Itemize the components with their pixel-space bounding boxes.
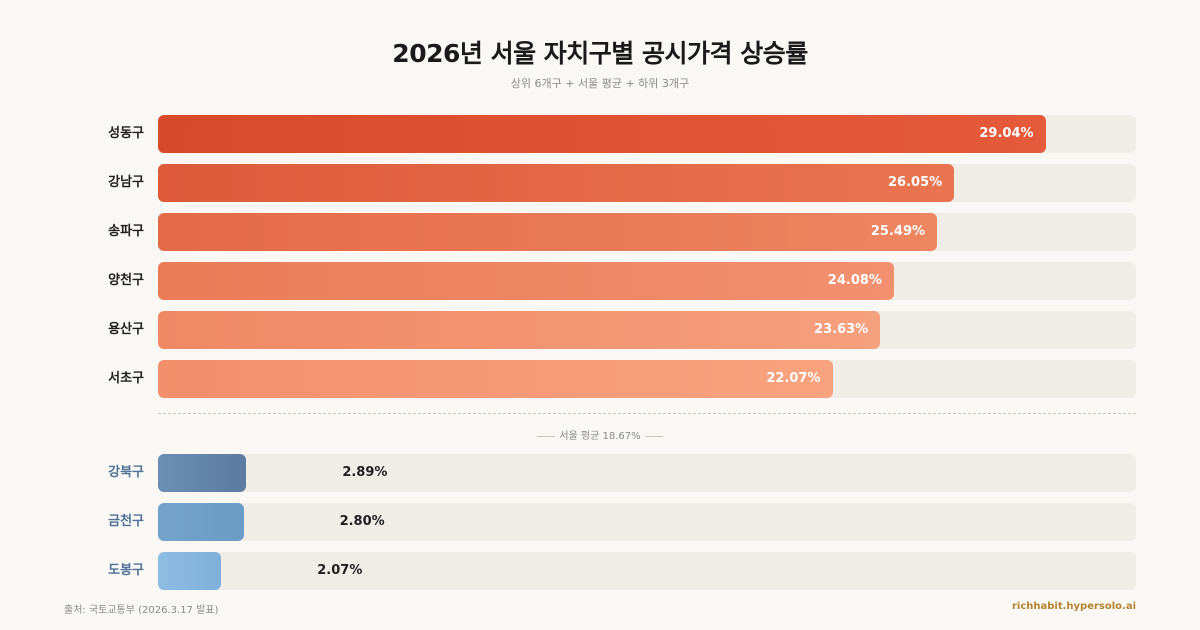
average-label-text: 서울 평균 18.67% [559, 431, 641, 442]
bar [158, 164, 955, 202]
bar [158, 213, 938, 251]
bar-track: 2.89% [158, 454, 1136, 492]
category-label: 송파구 [108, 224, 144, 239]
category-label: 성동구 [108, 126, 144, 141]
bar-track: 24.08% [158, 262, 1136, 300]
chart-subtitle: 상위 6개구 + 서울 평균 + 하위 3개구 [510, 77, 690, 90]
bar-value-label: 29.04% [979, 126, 1034, 141]
bar-value-label: 25.49% [870, 224, 926, 239]
bar [158, 552, 222, 590]
bar-value-label: 2.89% [342, 465, 388, 480]
average-label: 서울 평균 18.67% [0, 427, 1200, 442]
bar-value-label: 23.63% [814, 322, 869, 337]
chart-title: 2026년 서울 자치구별 공시가격 상승률 [392, 39, 808, 68]
average-divider [158, 413, 1136, 414]
category-label: 금천구 [108, 514, 144, 529]
bar [158, 262, 894, 300]
category-label: 도봉구 [108, 563, 144, 578]
bar-track: 25.49% [158, 213, 1136, 251]
brand-link[interactable]: richhabit.hypersolo.ai [1011, 601, 1136, 612]
bar-track: 23.63% [158, 311, 1136, 349]
bar-value-label: 22.07% [766, 371, 821, 386]
bar-value-label: 2.80% [339, 514, 385, 529]
bar-value-label: 24.08% [827, 273, 882, 288]
bar [158, 311, 881, 349]
bar-track: 26.05% [158, 164, 1136, 202]
category-label: 서초구 [108, 371, 144, 386]
bar-track: 22.07% [158, 360, 1136, 398]
category-label: 강북구 [108, 465, 144, 480]
bar [158, 115, 1046, 153]
bar-track: 29.04% [158, 115, 1136, 153]
source-note: 출처: 국토교통부 (2026.3.17 발표) [64, 605, 219, 616]
bar [158, 454, 247, 492]
bar-track: 2.80% [158, 503, 1136, 541]
category-label: 용산구 [108, 322, 144, 337]
bar [158, 503, 244, 541]
category-label: 강남구 [108, 175, 144, 190]
bar-track: 2.07% [158, 552, 1136, 590]
bar [158, 360, 833, 398]
category-label: 양천구 [108, 273, 144, 288]
bar-value-label: 2.07% [317, 563, 363, 578]
bar-value-label: 26.05% [888, 175, 943, 190]
